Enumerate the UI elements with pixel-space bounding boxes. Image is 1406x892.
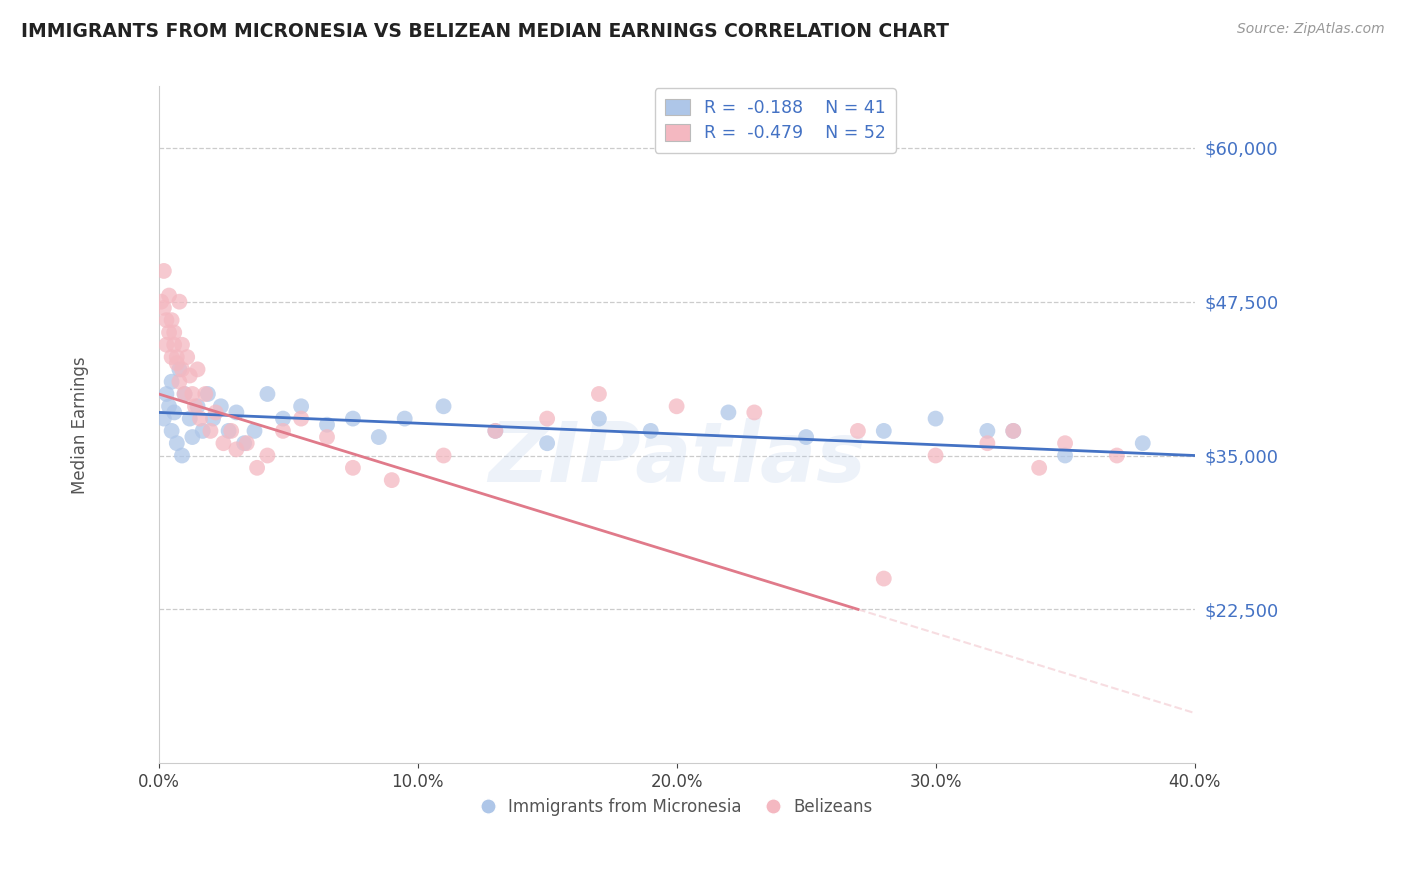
Point [233,436,256,450]
Point [794,430,817,444]
Point [484,424,506,438]
Point [256,449,278,463]
Point [163,338,186,352]
Point [166,436,188,450]
Point [179,368,201,383]
Point [155,313,177,327]
Point [163,326,186,340]
Point [166,350,188,364]
Point [243,424,266,438]
Point [432,399,454,413]
Point [1105,449,1128,463]
Point [169,375,191,389]
Point [225,442,247,457]
Point [394,411,416,425]
Point [202,411,225,425]
Point [160,424,183,438]
Point [717,405,740,419]
Point [1132,436,1154,450]
Point [169,362,191,376]
Point [188,411,211,425]
Point [1054,449,1077,463]
Point [153,264,176,278]
Point [976,424,998,438]
Text: ZIPatlas: ZIPatlas [488,418,866,500]
Point [169,294,191,309]
Point [976,436,998,450]
Point [342,411,364,425]
Point [484,424,506,438]
Point [290,411,312,425]
Point [173,387,195,401]
Point [924,411,946,425]
Point [1028,460,1050,475]
Point [271,411,294,425]
Point [173,387,195,401]
Point [155,338,177,352]
Point [873,424,896,438]
Point [184,399,207,413]
Text: Source: ZipAtlas.com: Source: ZipAtlas.com [1237,22,1385,37]
Y-axis label: Median Earnings: Median Earnings [72,356,89,493]
Point [218,424,240,438]
Legend: Immigrants from Micronesia, Belizeans: Immigrants from Micronesia, Belizeans [474,791,879,822]
Point [181,430,204,444]
Point [588,411,610,425]
Point [176,350,198,364]
Point [316,430,339,444]
Point [1054,436,1077,450]
Point [256,387,278,401]
Point [200,424,222,438]
Point [170,449,193,463]
Point [170,338,193,352]
Point [163,405,186,419]
Point [181,387,204,401]
Point [157,326,180,340]
Point [170,362,193,376]
Point [179,411,201,425]
Point [536,411,558,425]
Point [212,436,235,450]
Point [153,411,176,425]
Point [166,356,188,370]
Point [640,424,662,438]
Point [160,350,183,364]
Point [191,424,214,438]
Text: IMMIGRANTS FROM MICRONESIA VS BELIZEAN MEDIAN EARNINGS CORRELATION CHART: IMMIGRANTS FROM MICRONESIA VS BELIZEAN M… [21,22,949,41]
Point [150,294,173,309]
Point [219,424,242,438]
Point [271,424,294,438]
Point [157,288,180,302]
Point [381,473,404,487]
Point [742,405,765,419]
Point [290,399,312,413]
Point [194,387,217,401]
Point [209,399,232,413]
Point [342,460,364,475]
Point [924,449,946,463]
Point [1002,424,1025,438]
Point [157,399,180,413]
Point [155,387,177,401]
Point [153,301,176,315]
Point [665,399,688,413]
Point [588,387,610,401]
Point [160,313,183,327]
Point [186,362,208,376]
Point [197,387,219,401]
Point [186,399,208,413]
Point [225,405,247,419]
Point [235,436,257,450]
Point [873,572,896,586]
Point [367,430,389,444]
Point [246,460,269,475]
Point [846,424,869,438]
Point [432,449,454,463]
Point [316,417,339,432]
Point [160,375,183,389]
Point [1002,424,1025,438]
Point [204,405,226,419]
Point [536,436,558,450]
